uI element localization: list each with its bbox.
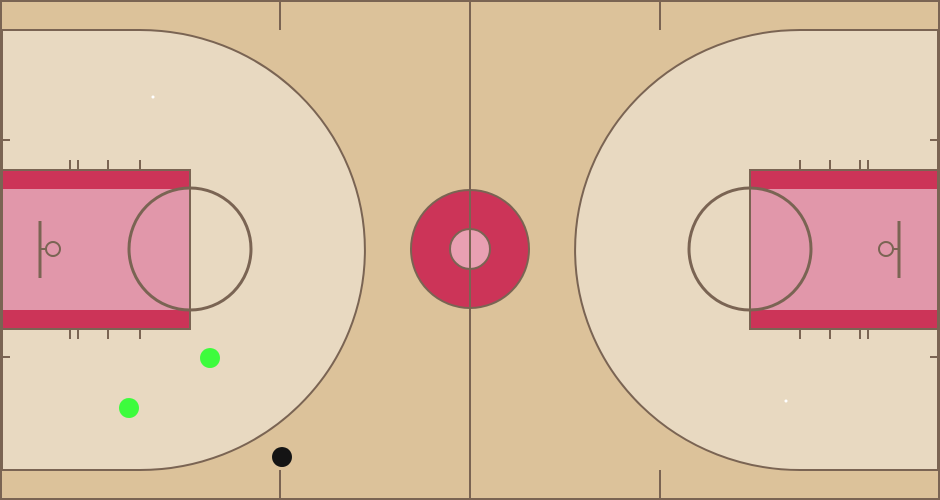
left-court-speck: [151, 95, 155, 99]
left-paint-top-stripe: [2, 170, 190, 189]
left-rim: [45, 241, 61, 257]
right-paint-bottom-stripe: [750, 310, 938, 329]
player-marker-black: [272, 447, 292, 467]
left-free-throw-circle: [127, 186, 253, 312]
right-rim: [878, 241, 894, 257]
right-paint-top-stripe: [750, 170, 938, 189]
right-lane-hash-marks: [799, 160, 869, 339]
player-marker-green: [119, 398, 139, 418]
left-paint-bottom-stripe: [2, 310, 190, 329]
player-marker-green: [200, 348, 220, 368]
left-paint: [2, 189, 190, 310]
left-lane-hash-marks: [69, 160, 141, 339]
right-free-throw-circle: [687, 186, 813, 312]
right-court-speck: [784, 399, 788, 403]
right-paint: [750, 189, 938, 310]
